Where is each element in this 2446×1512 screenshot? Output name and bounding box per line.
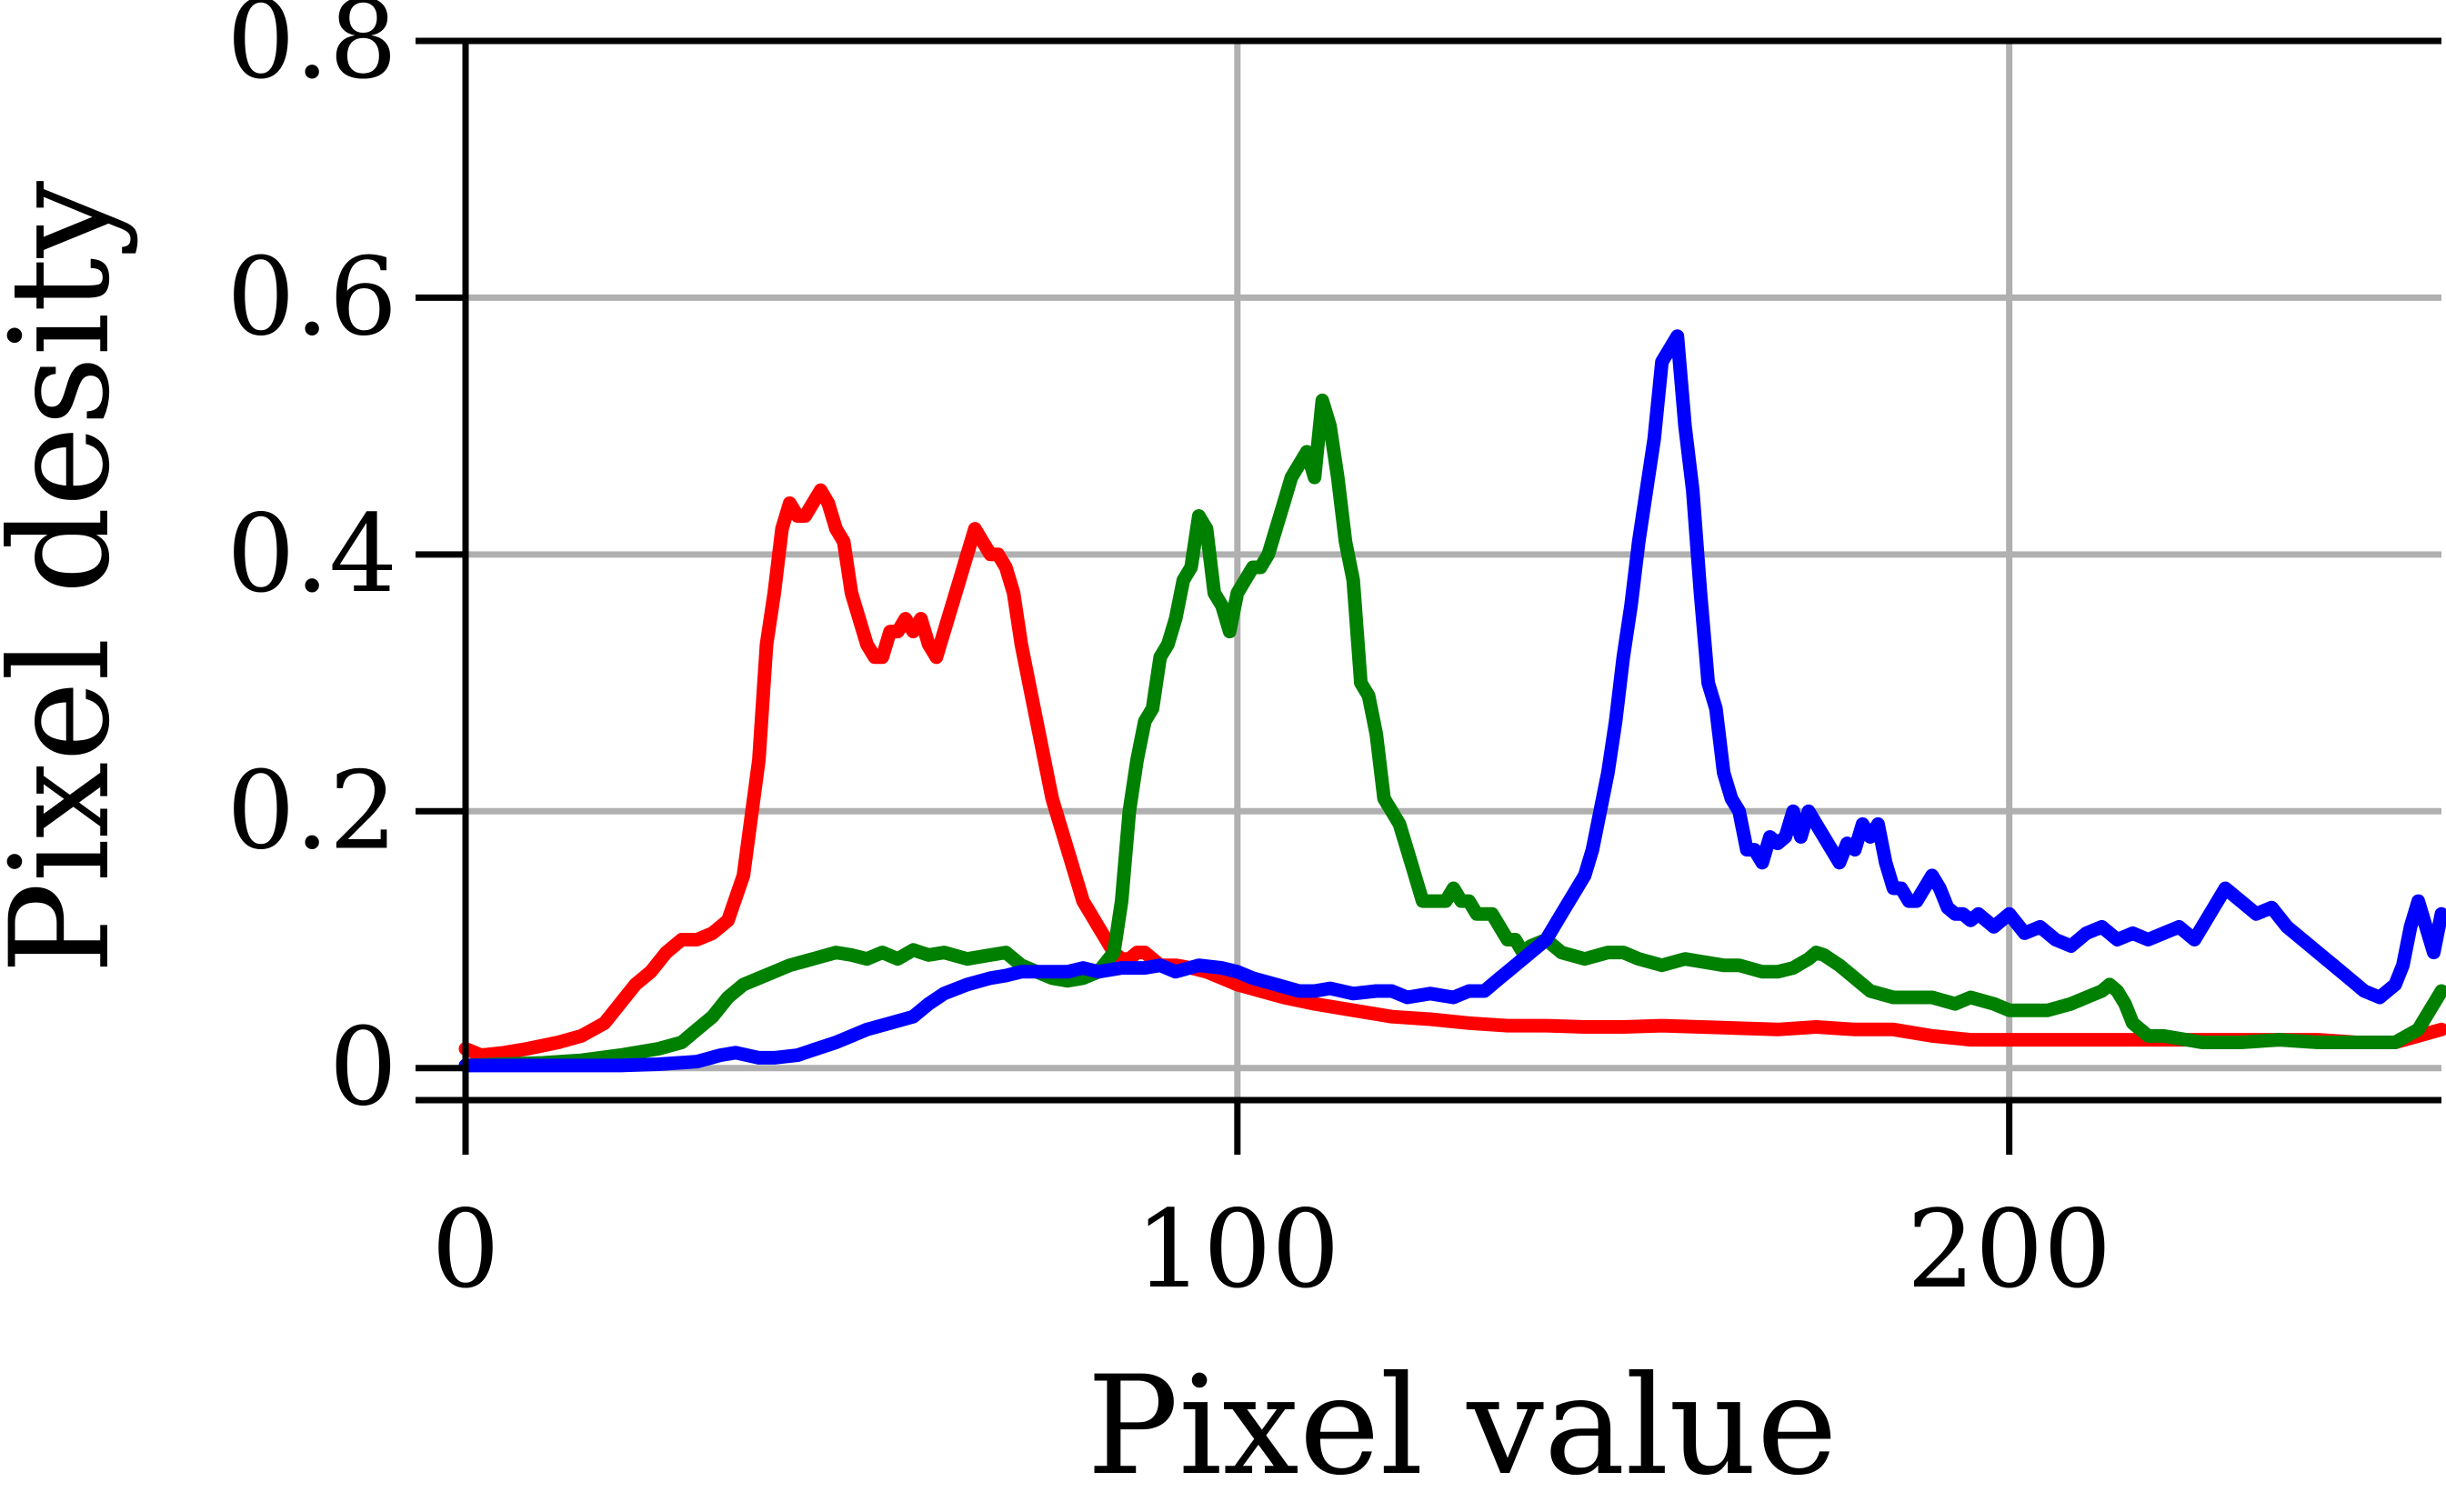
y-tick-label-3: 0.6 — [226, 234, 397, 359]
y-tick-label-0: 0 — [329, 1005, 397, 1130]
axes — [416, 37, 2441, 1155]
grid-lines — [462, 37, 2441, 1100]
x-tick-label-1: 100 — [1135, 1187, 1339, 1312]
tick-labels: 0 0.2 0.4 0.6 0.8 0 100 200 — [226, 0, 2111, 1312]
x-tick-label-0: 0 — [431, 1187, 499, 1312]
series-line-0 — [458, 483, 2446, 1063]
y-tick-label-1: 0.2 — [226, 747, 397, 873]
series-line-1 — [458, 393, 2446, 1073]
x-axis-label: Pixel value — [1087, 1347, 1837, 1506]
x-tick-label-2: 200 — [1907, 1187, 2111, 1312]
y-tick-label-2: 0.4 — [226, 491, 397, 616]
y-axis-label: Pixel desity — [0, 180, 140, 974]
series-line-2 — [458, 329, 2446, 1073]
series-lines — [458, 329, 2446, 1073]
y-tick-label-4: 0.8 — [226, 0, 397, 103]
